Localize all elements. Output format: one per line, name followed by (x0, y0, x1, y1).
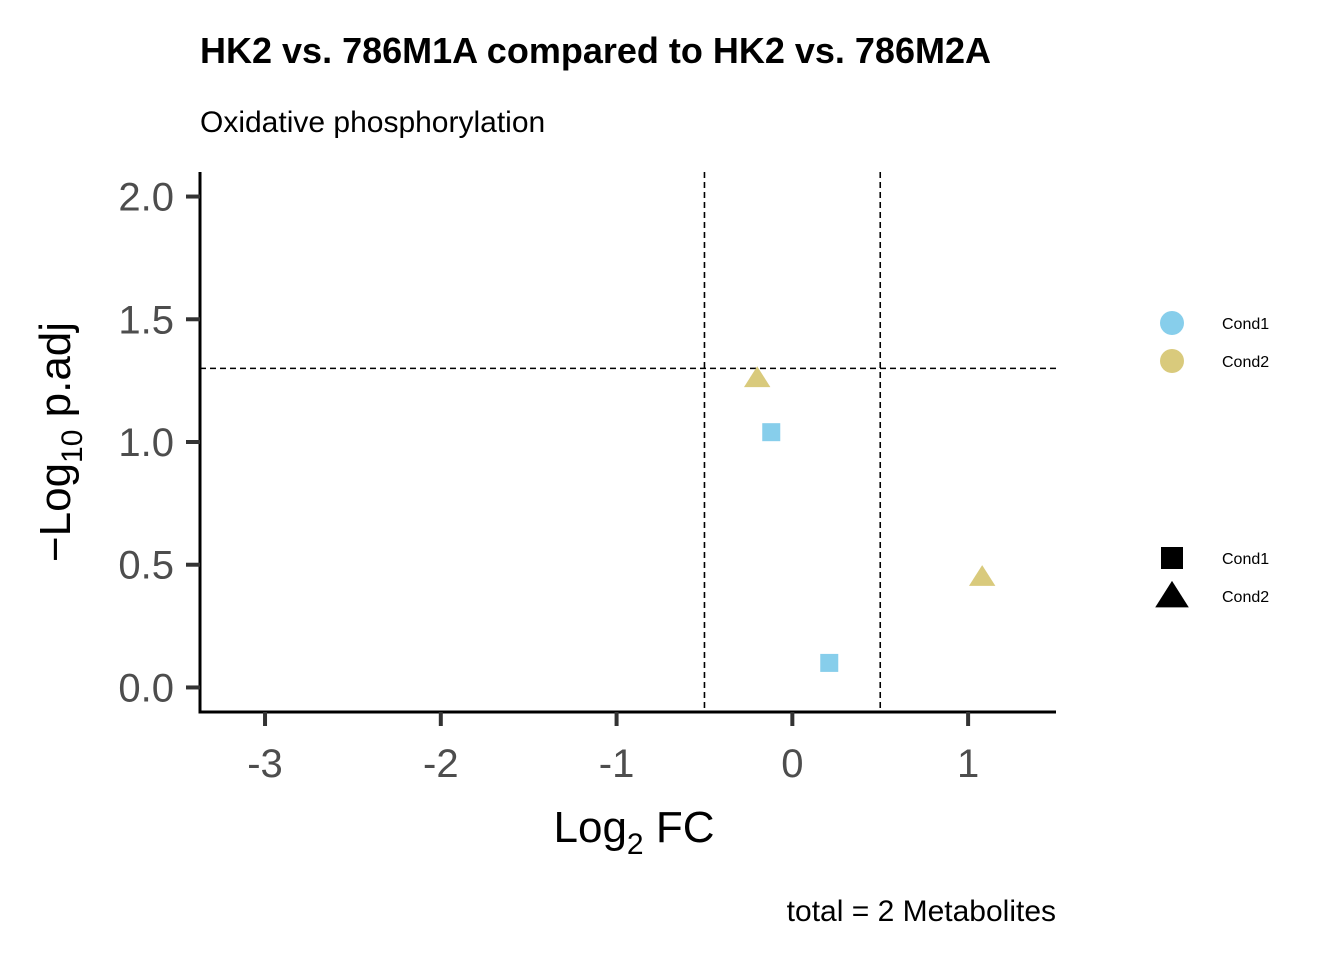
y-tick-label: 1.5 (118, 298, 174, 342)
x-tick-label: -3 (247, 742, 283, 786)
data-points (743, 366, 996, 672)
y-tick-label: 0.0 (118, 666, 174, 710)
y-axis-ticks: 0.0 0.5 1.0 1.5 2.0 (118, 176, 200, 710)
chart-caption: total = 2 Metabolites (787, 895, 1056, 928)
chart-subtitle: Oxidative phosphorylation (200, 106, 545, 139)
x-tick-label: -2 (423, 742, 459, 786)
x-tick-label: -1 (599, 742, 635, 786)
legend-color-label: Cond1 (1222, 316, 1269, 333)
y-tick-label: 0.5 (118, 544, 174, 588)
data-point-cond2 (743, 366, 771, 388)
legend-shape-label: Cond1 (1222, 551, 1269, 568)
y-tick-label: 2.0 (118, 176, 174, 220)
y-tick-label: 1.0 (118, 421, 174, 465)
reference-lines (200, 172, 1056, 712)
legend-shape-label: Cond2 (1222, 589, 1269, 606)
legend-color-key (1160, 349, 1184, 373)
y-axis-title: −Log10 p.adj (31, 322, 89, 562)
x-tick-label: 0 (781, 742, 803, 786)
legend-shape-key (1161, 547, 1183, 569)
legend-shape-key (1155, 580, 1189, 608)
x-axis-title: Log2 FC (554, 803, 715, 861)
x-axis-ticks: -3 -2 -1 0 1 (247, 712, 979, 786)
data-point-cond1 (762, 423, 781, 442)
x-tick-label: 1 (957, 742, 979, 786)
data-point-cond1 (820, 653, 839, 672)
axes (198, 172, 1056, 714)
legend: Cond1 Cond2 Cond1 Cond2 (1155, 311, 1269, 608)
data-point-cond2 (968, 565, 996, 586)
legend-color-key (1160, 311, 1184, 335)
legend-color-label: Cond2 (1222, 354, 1269, 371)
chart-title: HK2 vs. 786M1A compared to HK2 vs. 786M2… (200, 30, 991, 71)
